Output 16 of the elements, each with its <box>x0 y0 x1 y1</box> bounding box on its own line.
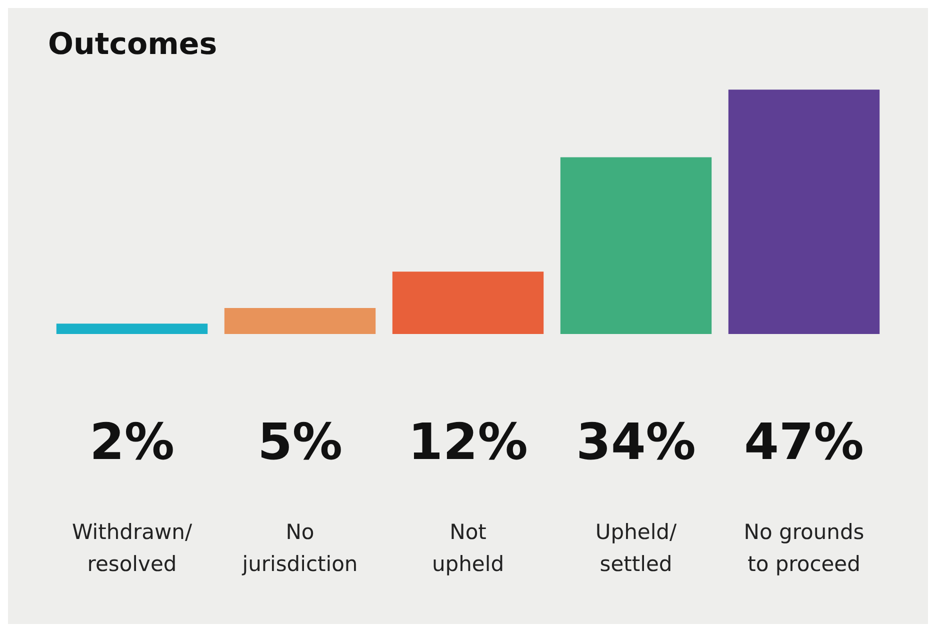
x-tick-label: Upheld/ settled <box>595 520 678 576</box>
bar <box>560 157 712 334</box>
x-tick-label: Withdrawn/ resolved <box>72 520 193 576</box>
x-tick-label: Not upheld <box>432 520 504 576</box>
bar <box>392 272 544 334</box>
bar <box>728 90 880 334</box>
x-tick-label: No jurisdiction <box>241 520 358 576</box>
data-label: 12% <box>408 413 528 471</box>
bar <box>56 324 208 334</box>
bar <box>224 308 376 334</box>
chart-title: Outcomes <box>48 26 218 62</box>
data-label: 5% <box>258 413 342 471</box>
x-tick-label: No grounds to proceed <box>744 520 864 576</box>
data-label: 2% <box>90 413 174 471</box>
data-label: 34% <box>576 413 696 471</box>
data-label: 47% <box>744 413 864 471</box>
